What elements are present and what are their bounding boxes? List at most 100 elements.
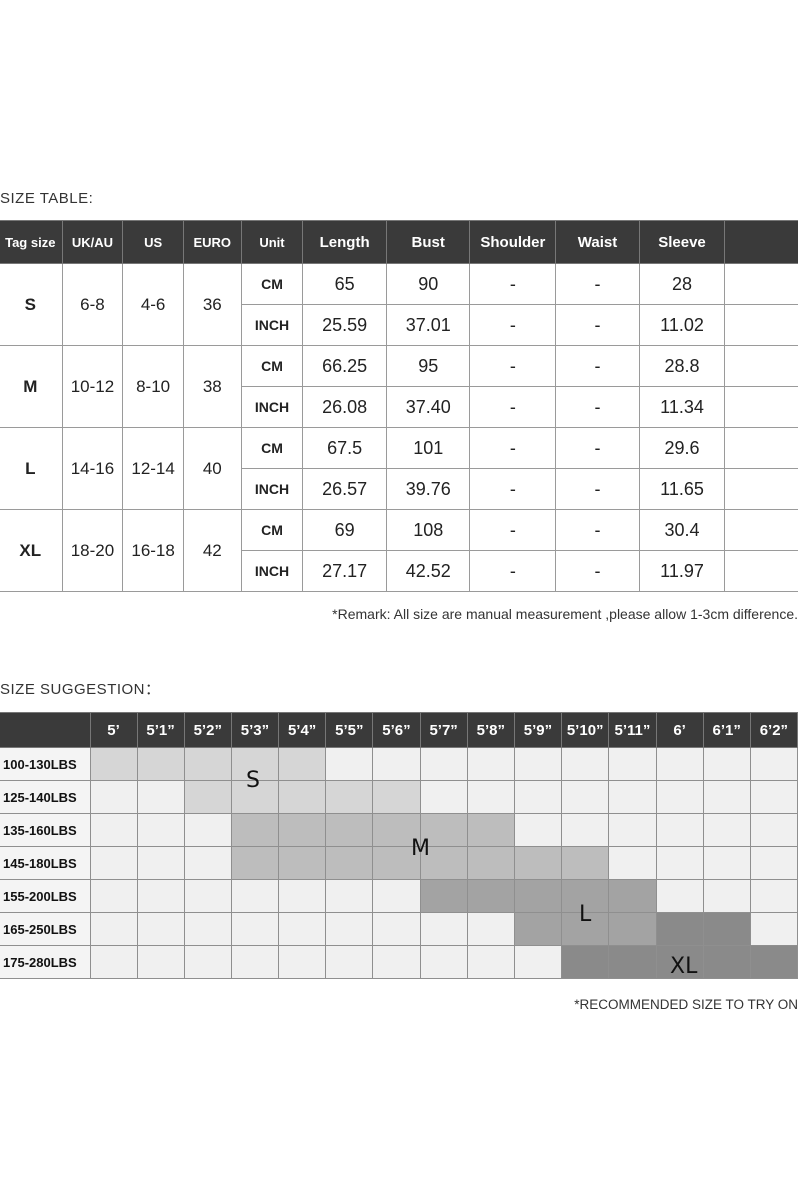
grid-cell-empty xyxy=(89,945,138,979)
grid-cell-empty xyxy=(749,846,799,880)
bust-cell: 108 xyxy=(385,509,471,551)
grid-cell-empty xyxy=(183,912,232,946)
grid-cell-s xyxy=(183,780,232,814)
uk-au-cell: 14-16 xyxy=(61,427,124,510)
grid-cell-empty xyxy=(561,780,610,814)
grid-cell-empty xyxy=(89,813,138,847)
grid-cell-xl xyxy=(608,945,657,979)
waist-cell: - xyxy=(555,468,640,510)
grid-cell-l xyxy=(608,912,657,946)
height-header: 5’1” xyxy=(136,712,185,748)
height-header: 5’3” xyxy=(230,712,280,748)
grid-cell-m xyxy=(372,813,421,847)
grid-cell-empty xyxy=(702,780,751,814)
grid-cell-empty xyxy=(183,846,232,880)
grid-cell-empty xyxy=(513,945,563,979)
unit-cell: CM xyxy=(240,509,304,551)
height-header: 6’2” xyxy=(749,712,799,748)
sleeve-cell: 28.8 xyxy=(638,345,726,387)
size-row-xl-inch: INCH 27.17 42.52- -11.97 xyxy=(0,550,798,592)
remark-text: *Remark: All size are manual measurement… xyxy=(332,606,798,622)
sleeve-cell: 28 xyxy=(638,263,726,305)
size-row-l-inch: INCH 26.57 39.76- -11.65 xyxy=(0,468,798,510)
sleeve-cell: 11.02 xyxy=(638,304,726,346)
weight-label: 145-180LBS xyxy=(0,846,91,880)
height-header-row: 5’ 5’1” 5’2” 5’3” 5’4” 5’5” 5’6” 5’7” 5’8” 5’9” 5’… xyxy=(0,712,799,748)
grid-cell-s xyxy=(325,780,374,814)
grid-cell-empty xyxy=(513,780,563,814)
grid-cell-empty xyxy=(230,879,280,913)
grid-cell-s xyxy=(230,747,280,781)
uk-au-cell: 10-12 xyxy=(61,345,124,428)
length-cell: 66.25 xyxy=(302,345,387,387)
length-cell: 65 xyxy=(302,263,387,305)
grid-cell-l xyxy=(561,912,610,946)
size-row-xl-cm: XL 18-20 16-18 42 CM 69 108- -30.4 xyxy=(0,509,798,592)
grid-cell-l xyxy=(419,879,468,913)
euro-cell: 42 xyxy=(182,509,242,592)
grid-cell-empty xyxy=(561,813,610,847)
size-table: Tag size UK/AU US EURO Unit Length Bust … xyxy=(0,220,798,592)
grid-cell-xl xyxy=(655,912,704,946)
header-tag-size: Tag size xyxy=(0,220,63,264)
extra-cell xyxy=(724,263,798,305)
grid-cell-empty xyxy=(136,813,185,847)
grid-cell-xl xyxy=(702,912,751,946)
grid-cell-empty xyxy=(136,879,185,913)
height-header: 5’ xyxy=(89,712,138,748)
recommend-note: *RECOMMENDED SIZE TO TRY ON xyxy=(574,997,798,1012)
grid-cell-m xyxy=(561,846,610,880)
weight-label: 100-130LBS xyxy=(0,747,91,781)
grid-cell-empty xyxy=(466,780,515,814)
grid-cell-s xyxy=(136,747,185,781)
grid-cell-empty xyxy=(749,912,799,946)
grid-cell-empty xyxy=(325,912,374,946)
grid-cell-empty xyxy=(325,747,374,781)
shoulder-cell: - xyxy=(469,468,557,510)
length-cell: 67.5 xyxy=(302,427,387,469)
grid-cell-empty xyxy=(230,912,280,946)
bust-cell: 95 xyxy=(385,345,471,387)
grid-cell-empty xyxy=(702,747,751,781)
extra-cell xyxy=(724,304,798,346)
zone-label-m: M xyxy=(411,836,430,861)
grid-cell-empty xyxy=(325,879,374,913)
grid-cell-empty xyxy=(702,813,751,847)
grid-cell-m xyxy=(419,813,468,847)
zone-label-l: L xyxy=(579,902,592,927)
header-waist: Waist xyxy=(555,220,640,264)
shoulder-cell: - xyxy=(469,304,557,346)
grid-cell-empty xyxy=(89,912,138,946)
bust-cell: 39.76 xyxy=(385,468,471,510)
extra-cell xyxy=(724,468,798,510)
unit-cell: INCH xyxy=(240,468,304,510)
height-header: 6’1” xyxy=(702,712,751,748)
us-cell: 4-6 xyxy=(122,263,184,346)
sleeve-cell: 30.4 xyxy=(638,509,726,551)
grid-cell-empty xyxy=(136,945,185,979)
weight-row: 100-130LBS xyxy=(0,747,799,781)
unit-cell: CM xyxy=(240,345,304,387)
grid-cell-empty xyxy=(183,879,232,913)
grid-cell-l xyxy=(513,912,563,946)
waist-cell: - xyxy=(555,427,640,469)
unit-cell: INCH xyxy=(240,304,304,346)
grid-cell-s xyxy=(230,780,280,814)
shoulder-cell: - xyxy=(469,509,557,551)
weight-row: 155-200LBS xyxy=(0,879,799,913)
grid-cell-empty xyxy=(561,747,610,781)
bust-cell: 37.40 xyxy=(385,386,471,428)
grid-cell-empty xyxy=(419,747,468,781)
weight-row: 125-140LBS xyxy=(0,780,799,814)
grid-cell-xl xyxy=(561,945,610,979)
bust-cell: 37.01 xyxy=(385,304,471,346)
grid-cell-s xyxy=(278,747,327,781)
waist-cell: - xyxy=(555,263,640,305)
shoulder-cell: - xyxy=(469,427,557,469)
height-header: 5’2” xyxy=(183,712,232,748)
grid-cell-s xyxy=(278,780,327,814)
grid-cell-empty xyxy=(372,945,421,979)
zone-label-s: S xyxy=(246,768,260,793)
grid-cell-empty xyxy=(608,780,657,814)
header-uk-au: UK/AU xyxy=(61,220,124,264)
